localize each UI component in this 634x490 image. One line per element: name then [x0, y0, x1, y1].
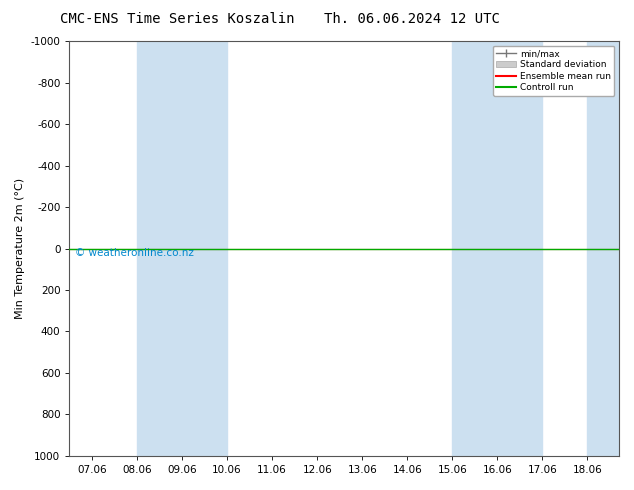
- Y-axis label: Min Temperature 2m (°C): Min Temperature 2m (°C): [15, 178, 25, 319]
- Legend: min/max, Standard deviation, Ensemble mean run, Controll run: min/max, Standard deviation, Ensemble me…: [493, 46, 614, 96]
- Text: Th. 06.06.2024 12 UTC: Th. 06.06.2024 12 UTC: [324, 12, 500, 26]
- Text: CMC-ENS Time Series Koszalin: CMC-ENS Time Series Koszalin: [60, 12, 295, 26]
- Text: © weatheronline.co.nz: © weatheronline.co.nz: [75, 247, 194, 258]
- Bar: [137, 41, 227, 456]
- Bar: [588, 41, 619, 456]
- Bar: [452, 41, 543, 456]
